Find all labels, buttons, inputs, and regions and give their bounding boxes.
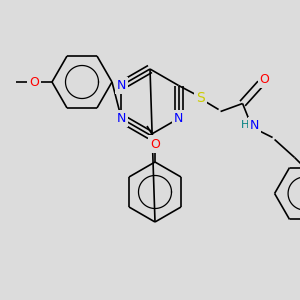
- Text: N: N: [174, 112, 183, 125]
- Text: N: N: [117, 79, 126, 92]
- Text: O: O: [29, 76, 39, 88]
- Text: O: O: [150, 137, 160, 151]
- Text: N: N: [117, 112, 126, 125]
- Text: H: H: [240, 121, 249, 130]
- Text: O: O: [260, 73, 269, 86]
- Text: N: N: [250, 119, 259, 132]
- Text: S: S: [196, 91, 205, 104]
